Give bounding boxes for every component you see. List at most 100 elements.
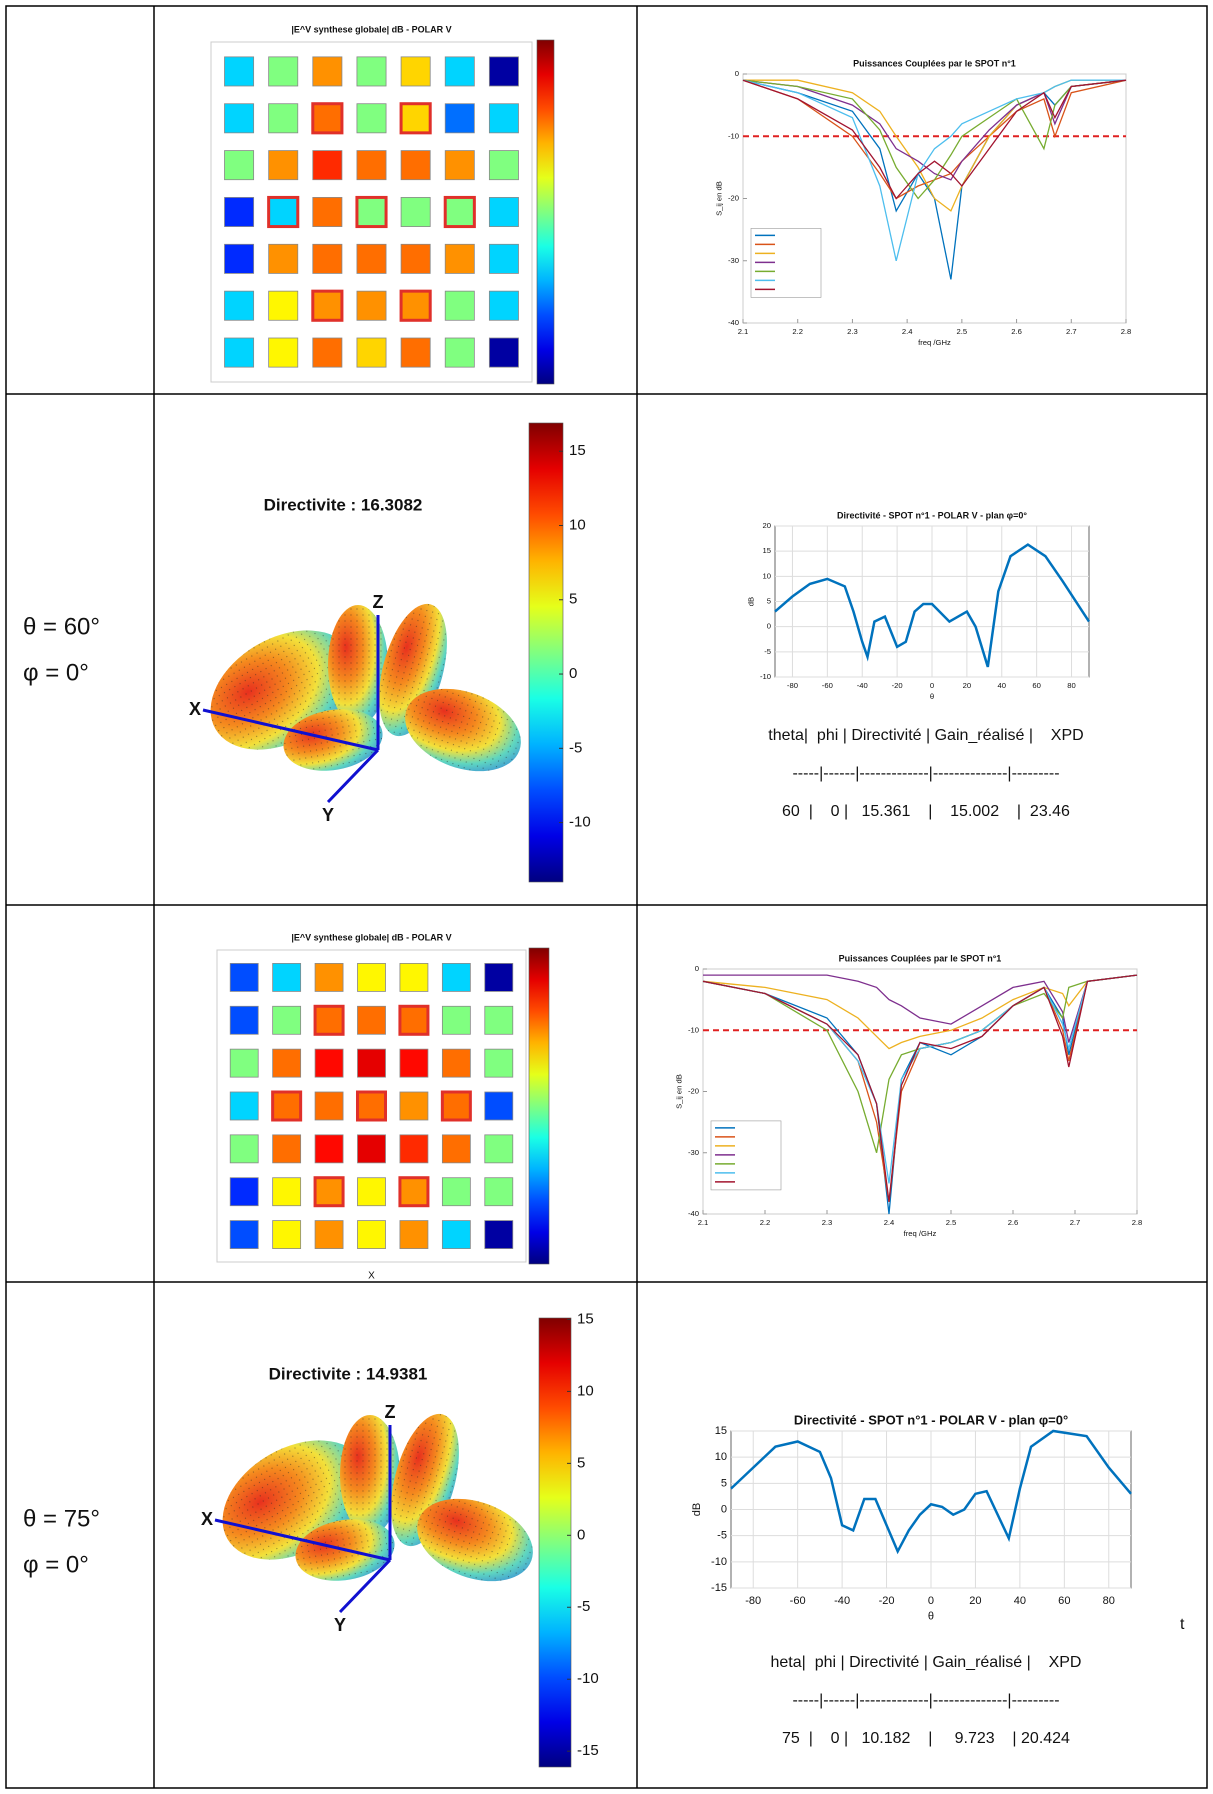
x-tick-label: 2.4 — [902, 327, 913, 336]
y-axis-label: dB — [747, 597, 756, 606]
angle-label: φ = 0° — [23, 1551, 89, 1578]
series-line — [742, 79, 1126, 261]
heatmap-cell — [484, 963, 514, 992]
y-tick-label: -10 — [728, 131, 739, 140]
heatmap-cell — [444, 290, 475, 321]
heatmap-title: |E^V synthese globale| dB - POLAR V — [291, 932, 451, 942]
colorbar-tick-label: 10 — [569, 516, 586, 533]
heatmap-cell — [229, 1048, 259, 1078]
heatmap-cell — [272, 1177, 302, 1207]
x-tick-label: 2.1 — [738, 327, 749, 336]
heatmap-cell — [357, 1220, 386, 1249]
result-line: 60 | 0 | 15.361 | 15.002 | 23.46 — [782, 803, 1070, 820]
heatmap-cell — [268, 243, 299, 274]
x-tick-label: 20 — [963, 681, 972, 690]
y-tick-label: -40 — [688, 1209, 699, 1218]
heatmap-cell — [356, 56, 387, 87]
colorbar-tick-label: 10 — [577, 1382, 594, 1399]
x-tick-label: -60 — [822, 681, 833, 690]
heatmap-cell — [272, 1134, 302, 1164]
heatmap-cell — [400, 56, 431, 87]
heatmap-cell — [444, 337, 475, 368]
heatmap-cell — [229, 1220, 259, 1249]
x-tick-label: -40 — [857, 681, 868, 690]
x-tick-label: 2.7 — [1066, 327, 1077, 336]
x-tick-label: 40 — [1014, 1595, 1026, 1607]
y-tick-label: 15 — [763, 546, 772, 555]
heatmap-cell — [444, 56, 475, 87]
heatmap-title: |E^V synthese globale| dB - POLAR V — [291, 24, 451, 34]
heatmap-cell — [272, 963, 302, 992]
y-tick-label: -10 — [711, 1556, 727, 1568]
heatmap-cell — [488, 150, 519, 181]
y-tick-label: -30 — [728, 256, 739, 265]
x-tick-label: -40 — [834, 1595, 850, 1607]
heatmap-cell — [272, 1005, 302, 1035]
heatmap-cell — [484, 1005, 514, 1035]
colorbar-tick-label: -5 — [569, 739, 582, 756]
heatmap-cell — [224, 56, 255, 87]
heatmap-frame — [216, 949, 527, 1263]
x-tick-label: 2.7 — [1070, 1218, 1081, 1227]
heatmap-cell — [268, 56, 299, 87]
series-line — [774, 543, 1091, 668]
lobe-mesh — [417, 1498, 533, 1582]
chart-title: Puissances Couplées par le SPOT n°1 — [839, 953, 1002, 963]
heatmap-frame — [210, 41, 533, 383]
x-tick-label: 2.2 — [760, 1218, 771, 1227]
colorbar-tick-label: -5 — [577, 1598, 590, 1615]
y-tick-label: -40 — [728, 318, 739, 327]
heatmap-cell — [313, 1004, 345, 1036]
heatmap-cell — [444, 243, 475, 274]
chart-title: Directivité - SPOT n°1 - POLAR V - plan … — [837, 510, 1027, 520]
colorbar — [538, 1317, 572, 1768]
colorbar-tick-label: 5 — [577, 1454, 585, 1471]
y-tick-label: 20 — [763, 521, 772, 530]
colorbar-tick-label: -15 — [577, 1742, 599, 1759]
angle-label: θ = 75° — [23, 1505, 100, 1532]
y-tick-label: -10 — [688, 1025, 699, 1034]
heatmap-cell — [488, 290, 519, 321]
heatmap-cell — [484, 1048, 514, 1078]
axis-label: X — [189, 699, 201, 719]
y-tick-label: -30 — [688, 1148, 699, 1157]
y-tick-label: -20 — [728, 194, 739, 203]
heatmap-cell — [224, 243, 255, 274]
lobe-mesh — [405, 688, 521, 772]
lobe-mesh — [340, 1415, 400, 1535]
y-axis-label: S_ij en dB — [715, 181, 724, 216]
chart-title: Puissances Couplées par le SPOT n°1 — [853, 58, 1016, 68]
x-tick-label: 40 — [998, 681, 1007, 690]
series-line — [742, 79, 1127, 200]
heatmap-cell — [314, 1220, 344, 1249]
colorbar — [528, 422, 564, 883]
heatmap-cell — [488, 337, 519, 368]
series-line — [703, 974, 1138, 1043]
heatmap-cell — [441, 1220, 471, 1249]
heatmap-cell — [224, 150, 255, 181]
result-line: heta| phi | Directivité | Gain_réalisé |… — [771, 1654, 1082, 1671]
heatmap-cell — [224, 197, 255, 227]
heatmap-cell — [311, 102, 344, 135]
heatmap-cell — [356, 103, 387, 134]
heatmap-cell — [444, 103, 475, 134]
pattern-title: Directivite : 14.9381 — [269, 1364, 428, 1383]
heatmap-cell — [399, 289, 432, 322]
pattern-title: Directivite : 16.3082 — [264, 495, 423, 514]
x-tick-label: 2.8 — [1132, 1218, 1143, 1227]
heatmap-cell — [224, 337, 255, 368]
colorbar-tick-label: 0 — [569, 665, 577, 682]
y-tick-label: -15 — [711, 1582, 727, 1594]
y-tick-label: 15 — [715, 1425, 727, 1437]
heatmap-cell — [356, 243, 387, 274]
y-tick-label: 0 — [721, 1503, 727, 1515]
x-tick-label: -80 — [745, 1595, 761, 1607]
heatmap-cell — [272, 1220, 302, 1249]
y-tick-label: -5 — [717, 1530, 727, 1542]
heatmap-cell — [443, 195, 476, 229]
y-tick-label: -10 — [760, 672, 771, 681]
angle-label: θ = 60° — [23, 613, 100, 640]
heatmap-cell — [357, 1005, 386, 1035]
heatmap-cell — [399, 963, 429, 992]
result-line: theta| phi | Directivité | Gain_réalisé … — [768, 727, 1083, 744]
